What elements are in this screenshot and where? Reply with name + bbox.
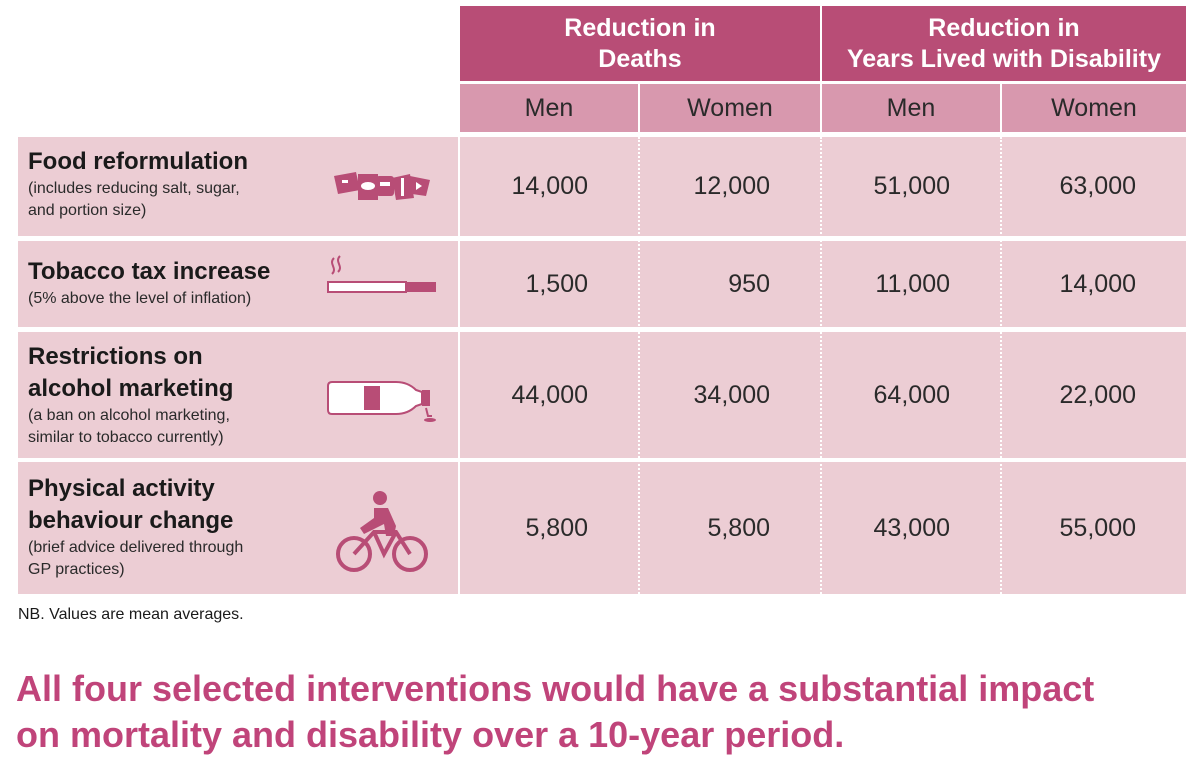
header-disability: Reduction in Years Lived with Disability xyxy=(822,6,1186,81)
cell-food-disability-women: 63,000 xyxy=(1059,172,1136,200)
header-deaths-line2: Deaths xyxy=(598,44,682,73)
table-row-alcohol xyxy=(18,332,1186,458)
row-tobacco-label: Tobacco tax increase (5% above the level… xyxy=(28,256,328,310)
row-tobacco-subtitle-1: (5% above the level of inflation) xyxy=(28,290,252,307)
body-divider-3 xyxy=(1000,137,1002,594)
body-divider-1 xyxy=(638,137,640,594)
body-divider-2 xyxy=(820,137,822,594)
table-row-food xyxy=(18,137,1186,236)
footnote: NB. Values are mean averages. xyxy=(18,606,244,623)
header-disability-line1: Reduction in xyxy=(928,13,1080,42)
subheader-disability-men: Men xyxy=(822,84,1000,132)
cell-alcohol-disability-men: 64,000 xyxy=(873,380,950,409)
row-tobacco-title: Tobacco tax increase xyxy=(28,258,271,285)
header-disability-line2: Years Lived with Disability xyxy=(846,44,1161,73)
row-food-title: Food reformulation xyxy=(28,148,248,175)
subheader-divider-1 xyxy=(638,84,640,132)
row-physical-subtitle-2: GP practices) xyxy=(28,561,125,578)
wine-bottle-icon xyxy=(327,381,436,422)
table-row-physical xyxy=(18,462,1186,594)
cell-physical-deaths-women: 5,800 xyxy=(707,513,770,542)
headline-line-2: on mortality and disability over a 10-ye… xyxy=(16,714,845,755)
row-physical-subtitle-1: (brief advice delivered through xyxy=(28,539,244,556)
row-physical-title-2: behaviour change xyxy=(28,507,234,534)
row-food-label: Food reformulation (includes reducing sa… xyxy=(28,146,328,222)
cell-tobacco-deaths-men: 1,500 xyxy=(525,269,588,298)
row-alcohol-subtitle-1: (a ban on alcohol marketing, xyxy=(28,407,230,424)
row-alcohol-title-1: Restrictions on xyxy=(28,343,203,370)
row-food-subtitle-1: (includes reducing salt, sugar, xyxy=(28,180,240,197)
subheader-disability-women: Women xyxy=(1002,84,1186,132)
row-physical-label: Physical activity behaviour change (brie… xyxy=(28,473,328,581)
row-food-subtitle-2: and portion size) xyxy=(28,202,147,219)
row-alcohol-title-2: alcohol marketing xyxy=(28,375,234,402)
subheader-divider-2 xyxy=(1000,84,1002,132)
cyclist-icon xyxy=(336,491,428,572)
cell-alcohol-deaths-men: 44,000 xyxy=(511,380,588,409)
body-divider-label xyxy=(458,137,460,594)
headline-line-1: All four selected interventions would ha… xyxy=(16,668,1095,709)
cell-alcohol-disability-women: 22,000 xyxy=(1059,380,1136,409)
cell-tobacco-deaths-women: 950 xyxy=(728,269,770,298)
row-alcohol-label: Restrictions on alcohol marketing (a ban… xyxy=(28,341,328,449)
table-row-tobacco xyxy=(18,241,1186,327)
cell-food-disability-men: 51,000 xyxy=(873,172,950,200)
cell-tobacco-disability-men: 11,000 xyxy=(875,269,950,298)
cell-alcohol-deaths-women: 34,000 xyxy=(693,380,770,409)
cell-food-deaths-men: 14,000 xyxy=(511,172,588,200)
subheader-deaths-women: Women xyxy=(640,84,820,132)
subheader-deaths-men: Men xyxy=(460,84,638,132)
cell-food-deaths-women: 12,000 xyxy=(693,172,770,200)
header-deaths-line1: Reduction in xyxy=(564,13,716,42)
headline: All four selected interventions would ha… xyxy=(16,666,1200,758)
cell-physical-deaths-men: 5,800 xyxy=(525,513,588,542)
cell-physical-disability-men: 43,000 xyxy=(873,513,950,542)
row-alcohol-subtitle-2: similar to tobacco currently) xyxy=(28,429,224,446)
cell-tobacco-disability-women: 14,000 xyxy=(1059,269,1136,298)
header-deaths: Reduction in Deaths xyxy=(460,6,820,81)
cigarette-icon xyxy=(327,255,436,293)
header-group-divider xyxy=(820,6,822,132)
row-physical-title-1: Physical activity xyxy=(28,475,215,502)
cell-physical-disability-women: 55,000 xyxy=(1059,513,1136,542)
food-packages-icon xyxy=(334,172,430,200)
